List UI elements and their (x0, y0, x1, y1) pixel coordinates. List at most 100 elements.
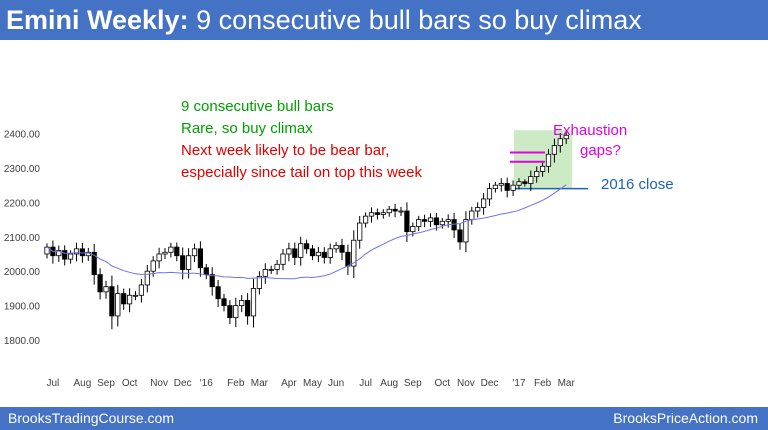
y-tick-label: 2200.00 (4, 198, 41, 209)
bear-candle-body (457, 229, 463, 243)
candles (44, 131, 569, 330)
bull-candle-body (534, 171, 540, 178)
bull-candle-body (469, 210, 475, 221)
bear-candle-body (109, 286, 115, 317)
exhaustion-gap-lines (510, 151, 545, 163)
bull-candle-body (333, 244, 339, 250)
bull-candle-body (498, 183, 504, 186)
bull-candle-body (73, 248, 80, 255)
bull-candle-body (492, 184, 499, 190)
bull-candle-body (56, 250, 62, 257)
title-rest: 9 consecutive bull bars so buy climax (196, 5, 642, 35)
x-tick-label: Aug (74, 378, 92, 389)
y-axis: 1800.00 1900.00 2000.00 2100.00 2200.00 2300.… (4, 130, 41, 347)
y-tick-label: 2300.00 (4, 164, 41, 175)
x-axis: Jul Aug Sep Oct Nov Dec '16 Feb Mar Apr May Jun Jul A… (47, 378, 576, 389)
x-tick-label: Feb (227, 378, 245, 389)
bull-candle-body (475, 207, 481, 212)
y-tick-label: 2100.00 (4, 233, 41, 244)
bull-candle-body (262, 269, 268, 277)
bear-candle-body (421, 219, 428, 222)
bull-candle-body (463, 219, 469, 243)
bull-candle-body (233, 305, 239, 319)
x-tick-label: '16 (200, 378, 213, 389)
bear-candle-body (345, 251, 351, 267)
bull-candle-body (127, 294, 133, 305)
bull-candle-body (150, 260, 156, 272)
annotation-2016-close: 2016 close (601, 176, 674, 193)
x-tick-label: Nov (457, 378, 475, 389)
bull-candle-body (516, 181, 522, 186)
footer-right: BrooksPriceAction.com (613, 410, 758, 426)
bull-candle-body (480, 198, 487, 208)
y-tick-label: 1800.00 (4, 336, 41, 347)
bear-candle-body (97, 274, 103, 293)
bear-candle-body (174, 246, 180, 257)
weekly-chart: 1800.00 1900.00 2000.00 2100.00 2200.00 2300.… (4, 130, 588, 389)
bear-candle-body (203, 267, 209, 276)
bull-candle-body (398, 210, 404, 213)
bear-candle-body (227, 305, 233, 319)
x-tick-label: Jun (328, 378, 344, 389)
annotation-line3: Next week likely to be bear bar, (181, 142, 390, 159)
bear-candle-body (339, 244, 345, 253)
bull-candle-body (540, 165, 546, 172)
bull-candle-body (103, 286, 109, 293)
bull-candle-body (563, 134, 569, 140)
bull-candle-body (138, 284, 144, 296)
bear-candle-body (197, 248, 203, 269)
bear-candle-body (244, 300, 251, 317)
bull-candle-body (510, 184, 516, 191)
bull-candle-body (557, 138, 563, 147)
annotation-line1: 9 consecutive bull bars (181, 98, 334, 115)
bull-candle-body (368, 212, 375, 217)
bull-candle-body (132, 294, 139, 297)
x-tick-label: May (303, 378, 322, 389)
x-tick-label: Jul (47, 378, 60, 389)
bear-candle-body (180, 255, 186, 270)
bear-candle-body (292, 248, 298, 258)
x-tick-label: Oct (435, 378, 451, 389)
bull-candle-body (315, 251, 322, 257)
bull-candle-body (144, 270, 150, 286)
x-tick-label: Oct (122, 378, 138, 389)
bull-candle-body (68, 253, 74, 260)
bull-candle-body (185, 255, 192, 270)
bull-candle-body (168, 246, 174, 253)
moving-average-line (46, 184, 567, 280)
bull-candle-body (298, 243, 304, 258)
bull-candle-body (439, 220, 445, 226)
page-title: Emini Weekly: 9 consecutive bull bars so… (6, 3, 642, 37)
x-tick-label: Dec (481, 378, 499, 389)
footer-left: BrooksTradingCourse.com (8, 410, 174, 426)
bear-candle-body (522, 181, 528, 184)
bear-candle-body (79, 248, 85, 257)
x-tick-label: Aug (380, 378, 398, 389)
y-tick-label: 2000.00 (4, 267, 41, 278)
bear-candle-body (404, 210, 410, 233)
bear-candle-body (121, 293, 127, 305)
bear-candle-body (91, 251, 97, 276)
bull-candle-body (156, 253, 162, 262)
x-tick-label: Dec (174, 378, 192, 389)
bull-candle-body (357, 222, 363, 241)
bull-candle-body (386, 208, 392, 214)
annotation-exhaustion: Exhaustion (553, 122, 628, 139)
bull-candle-body (286, 248, 292, 255)
annotation-gaps: gaps? (580, 142, 621, 159)
x-tick-label: Jul (359, 378, 372, 389)
annotation-line4: especially since tail on top this week (181, 164, 422, 181)
bear-candle-body (392, 208, 398, 212)
bull-candle-body (362, 215, 369, 224)
bull-candle-body (274, 263, 280, 270)
x-tick-label: Sep (97, 378, 115, 389)
bear-candle-body (215, 286, 221, 300)
bull-candle-body (162, 251, 168, 255)
bull-candle-body (445, 219, 451, 222)
x-tick-label: Sep (404, 378, 422, 389)
bull-candle-body (410, 226, 416, 233)
annotation-line2: Rare, so buy climax (181, 120, 313, 137)
bull-candle-body (239, 300, 245, 307)
bull-candle-body (280, 253, 286, 265)
bear-candle-body (303, 243, 310, 250)
